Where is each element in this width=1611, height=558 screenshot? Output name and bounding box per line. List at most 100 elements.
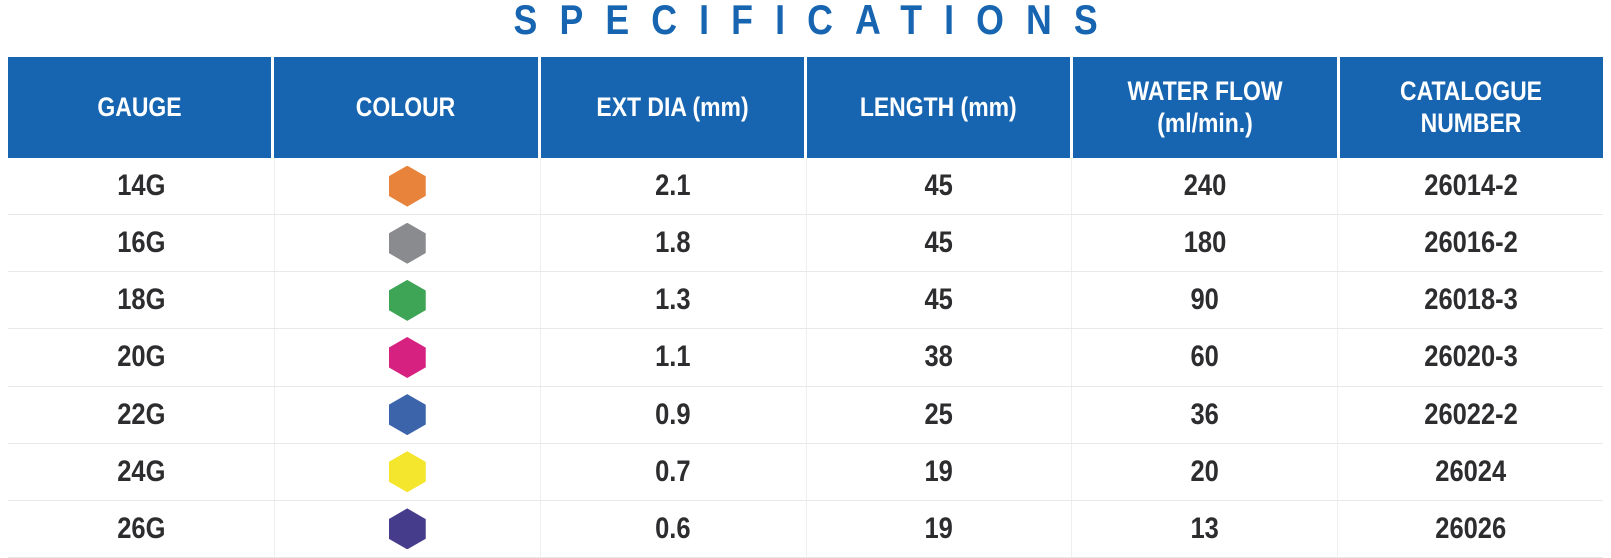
catalogue-number-cell: 26024 [1337, 443, 1603, 500]
ext-dia-cell: 0.7 [539, 443, 806, 500]
page-title: SPECIFICATIONS [513, 0, 1120, 43]
table-row: 24G 0.7 19 20 26024 [8, 443, 1603, 501]
cell-text: 26G [116, 511, 166, 545]
cell-text: 45 [924, 169, 954, 203]
cell-text: 2.1 [655, 169, 691, 203]
cell-text: 18G [116, 283, 166, 317]
gauge-cell: 18G [8, 272, 274, 328]
title-bar: SPECIFICATIONS [0, 0, 1611, 57]
colour-cell [273, 158, 540, 215]
blue-hexagon-icon [388, 394, 426, 436]
cell-text: 38 [924, 340, 954, 374]
length-cell: 45 [805, 272, 1072, 329]
cell-text: 60 [1190, 340, 1219, 374]
water-flow-cell: 240 [1071, 158, 1337, 215]
cell-text: 20G [116, 340, 166, 374]
water-flow-cell: 60 [1071, 329, 1337, 386]
colour-cell [273, 386, 540, 443]
cell-text: 19 [924, 511, 954, 545]
cell-text: 16G [116, 226, 166, 260]
cell-text: 13 [1190, 511, 1219, 545]
colour-cell [273, 329, 540, 386]
table-row: 22G 0.9 25 36 26022-2 [8, 386, 1603, 444]
cell-text: 0.7 [655, 454, 691, 488]
length-cell: 19 [805, 500, 1072, 557]
colour-cell [273, 215, 540, 272]
purple-hexagon-icon [388, 508, 426, 550]
cell-text: 19 [924, 454, 954, 488]
cell-text: 26022-2 [1423, 397, 1518, 431]
gauge-cell: 16G [8, 215, 274, 271]
cell-text: 45 [924, 283, 954, 317]
ext-dia-cell: 0.6 [539, 500, 806, 557]
cell-text: 1.3 [655, 283, 691, 317]
ext-dia-cell: 1.1 [539, 329, 806, 386]
ext-dia-cell: 2.1 [539, 158, 806, 215]
water-flow-cell: 20 [1071, 443, 1337, 500]
catalogue-number-cell: 26014-2 [1337, 158, 1603, 215]
header-colour: COLOUR [274, 57, 538, 158]
catalogue-number-cell: 26020-3 [1337, 329, 1603, 386]
water-flow-cell: 36 [1071, 386, 1337, 443]
cell-text: 14G [116, 169, 166, 203]
ext-dia-cell: 1.8 [539, 215, 806, 272]
table-row: 16G 1.8 45 180 26016-2 [8, 215, 1603, 273]
header-label: WATER FLOW (ml/min.) [1127, 75, 1283, 138]
cell-text: 0.9 [655, 397, 691, 431]
cell-text: 90 [1190, 283, 1219, 317]
catalogue-number-cell: 26016-2 [1337, 215, 1603, 272]
colour-cell [273, 272, 540, 329]
header-label: COLOUR [356, 91, 456, 122]
cell-text: 20 [1190, 454, 1219, 488]
yellow-hexagon-icon [388, 451, 426, 493]
gauge-cell: 22G [8, 387, 274, 443]
magenta-hexagon-icon [388, 336, 426, 378]
orange-hexagon-icon [388, 165, 426, 207]
table-body: 14G 2.1 45 240 26014-2 16G 1.8 45 180 26016-2 18G 1… [8, 158, 1603, 558]
catalogue-number-cell: 26026 [1337, 500, 1603, 557]
cell-text: 26024 [1435, 454, 1507, 488]
grey-hexagon-icon [388, 222, 426, 264]
header-label: GAUGE [97, 91, 182, 122]
table-header-row: GAUGE COLOUR EXT DIA (mm) LENGTH (mm) WA… [8, 57, 1603, 158]
green-hexagon-icon [388, 279, 426, 321]
cell-text: 26018-3 [1423, 283, 1518, 317]
gauge-cell: 14G [8, 158, 274, 214]
colour-cell [273, 443, 540, 500]
header-water-flow: WATER FLOW (ml/min.) [1073, 57, 1337, 158]
cell-text: 24G [116, 454, 166, 488]
cell-text: 240 [1183, 169, 1227, 203]
cell-text: 26020-3 [1423, 340, 1518, 374]
length-cell: 45 [805, 215, 1072, 272]
cell-text: 25 [924, 397, 954, 431]
header-length: LENGTH (mm) [807, 57, 1071, 158]
table-row: 14G 2.1 45 240 26014-2 [8, 158, 1603, 216]
length-cell: 45 [805, 158, 1072, 215]
table-row: 20G 1.1 38 60 26020-3 [8, 329, 1603, 387]
gauge-cell: 26G [8, 501, 274, 557]
specifications-table: GAUGE COLOUR EXT DIA (mm) LENGTH (mm) WA… [8, 57, 1603, 558]
gauge-cell: 24G [8, 444, 274, 500]
catalogue-number-cell: 26018-3 [1337, 272, 1603, 329]
header-ext-dia: EXT DIA (mm) [540, 57, 804, 158]
header-label: CATALOGUE NUMBER [1400, 75, 1543, 138]
catalogue-number-cell: 26022-2 [1337, 386, 1603, 443]
table-row: 26G 0.6 19 13 26026 [8, 500, 1603, 558]
length-cell: 19 [805, 443, 1072, 500]
header-catalogue-number: CATALOGUE NUMBER [1339, 57, 1603, 158]
cell-text: 45 [924, 226, 954, 260]
length-cell: 25 [805, 386, 1072, 443]
gauge-cell: 20G [8, 329, 274, 385]
cell-text: 26026 [1435, 511, 1507, 545]
water-flow-cell: 90 [1071, 272, 1337, 329]
header-label: EXT DIA (mm) [596, 91, 749, 122]
ext-dia-cell: 0.9 [539, 386, 806, 443]
cell-text: 36 [1190, 397, 1219, 431]
header-label: LENGTH (mm) [860, 91, 1018, 122]
ext-dia-cell: 1.3 [539, 272, 806, 329]
cell-text: 26014-2 [1423, 169, 1518, 203]
header-gauge: GAUGE [8, 57, 272, 158]
cell-text: 1.1 [655, 340, 691, 374]
table-row: 18G 1.3 45 90 26018-3 [8, 272, 1603, 330]
